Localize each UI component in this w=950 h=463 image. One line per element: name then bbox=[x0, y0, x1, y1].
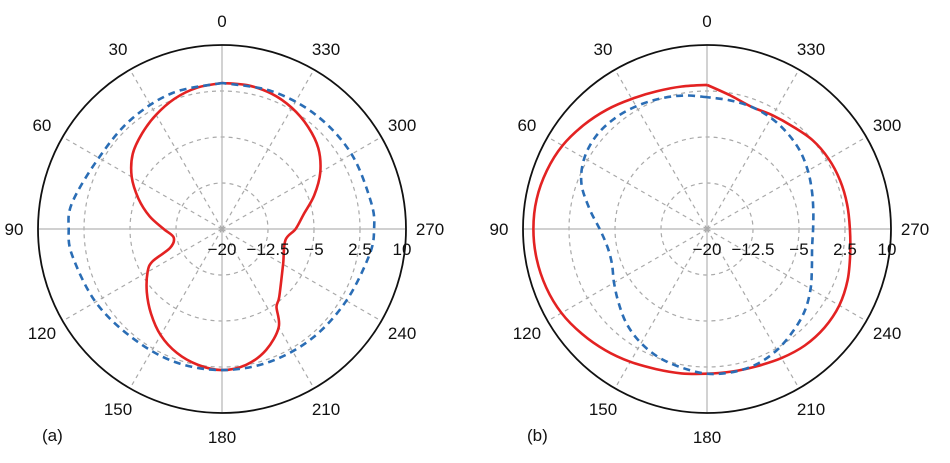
radial-tick-label: 2.5 bbox=[833, 240, 857, 259]
angle-tick-label: 330 bbox=[797, 40, 825, 59]
angle-tick-label: 270 bbox=[416, 220, 444, 239]
radial-tick-label: 10 bbox=[393, 240, 412, 259]
angle-tick-label: 0 bbox=[217, 12, 226, 31]
panel-label: (b) bbox=[527, 426, 548, 445]
angle-tick-label: 30 bbox=[594, 40, 613, 59]
angle-tick-label: 330 bbox=[312, 40, 340, 59]
dashed-series-line bbox=[579, 94, 815, 376]
angular-grid-line bbox=[62, 136, 223, 230]
dashed-series-line bbox=[67, 81, 376, 372]
angle-tick-label: 150 bbox=[104, 400, 132, 419]
radial-tick-label: −12.5 bbox=[731, 240, 774, 259]
panel-label: (a) bbox=[42, 426, 63, 445]
angle-tick-label: 60 bbox=[517, 116, 536, 135]
radial-tick-label: 2.5 bbox=[348, 240, 372, 259]
angular-grid-line bbox=[129, 69, 223, 230]
angle-tick-label: 90 bbox=[5, 220, 24, 239]
angle-tick-label: 60 bbox=[32, 116, 51, 135]
angle-tick-label: 240 bbox=[388, 324, 416, 343]
outer-circle bbox=[522, 44, 892, 414]
angle-tick-label: 30 bbox=[109, 40, 128, 59]
outer-circle bbox=[37, 44, 407, 414]
angle-tick-label: 240 bbox=[873, 324, 901, 343]
angular-grid-line bbox=[614, 69, 708, 230]
angular-grid-line bbox=[221, 228, 382, 322]
radial-tick-label: −5 bbox=[789, 240, 808, 259]
radial-tick-label: −20 bbox=[693, 240, 722, 259]
angular-grid-line bbox=[547, 136, 708, 230]
angular-grid-line bbox=[706, 228, 800, 389]
angle-tick-label: 90 bbox=[490, 220, 509, 239]
angle-tick-label: 180 bbox=[693, 428, 721, 447]
angular-grid-line bbox=[221, 136, 382, 230]
angle-tick-label: 300 bbox=[873, 116, 901, 135]
solid-series-line bbox=[129, 81, 322, 372]
polar-chart-a: 0 30 60 90 120 150 180 210 240 270 300 330 −20 −12.5−… bbox=[5, 12, 445, 447]
angular-grid-line bbox=[706, 136, 867, 230]
angular-grid-line bbox=[62, 228, 223, 322]
angle-tick-label: 150 bbox=[589, 400, 617, 419]
angle-tick-label: 180 bbox=[208, 428, 236, 447]
radial-tick-label: −20 bbox=[208, 240, 237, 259]
angle-tick-label: 120 bbox=[28, 324, 56, 343]
angle-tick-label: 210 bbox=[312, 400, 340, 419]
angle-tick-label: 120 bbox=[513, 324, 541, 343]
angular-grid-line bbox=[221, 228, 315, 389]
angle-tick-label: 0 bbox=[702, 12, 711, 31]
radial-tick-label: −5 bbox=[304, 240, 323, 259]
angle-tick-label: 300 bbox=[388, 116, 416, 135]
radial-tick-label: −12.5 bbox=[246, 240, 289, 259]
angular-grid-line bbox=[706, 69, 800, 230]
radial-tick-label: 10 bbox=[878, 240, 897, 259]
angle-tick-label: 270 bbox=[901, 220, 929, 239]
angular-grid-line bbox=[547, 228, 708, 322]
polar-chart-b: 0 30 60 90 120 150 180 210 240 270 300 330 −20 −12.5−… bbox=[490, 12, 930, 447]
angle-tick-label: 210 bbox=[797, 400, 825, 419]
angular-grid-line bbox=[129, 228, 223, 389]
angular-grid-line bbox=[221, 69, 315, 230]
